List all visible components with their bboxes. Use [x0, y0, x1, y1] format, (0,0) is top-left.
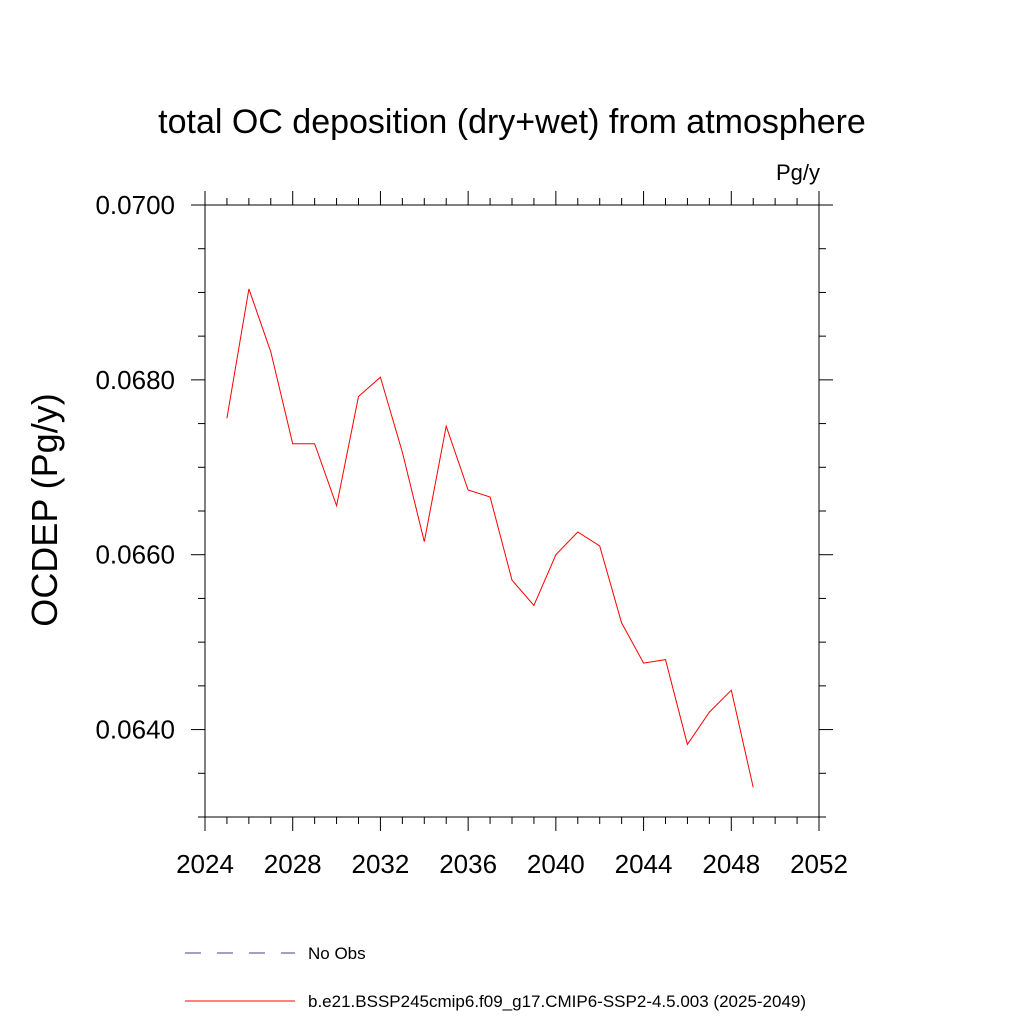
x-tick-label: 2048 — [702, 849, 760, 879]
x-tick-label: 2044 — [615, 849, 673, 879]
x-tick-label: 2052 — [790, 849, 848, 879]
legend: No Obs b.e21.BSSP245cmip6.f09_g17.CMIP6-S… — [185, 944, 806, 1011]
plot-frame — [204, 204, 820, 818]
legend-label: No Obs — [308, 944, 366, 963]
units-label: Pg/y — [776, 160, 820, 185]
axis-ticks — [191, 191, 833, 831]
x-tick-label: 2032 — [352, 849, 410, 879]
y-tick-label: 0.0680 — [95, 365, 175, 395]
y-tick-label: 0.0660 — [95, 540, 175, 570]
y-axis-label: OCDEP (Pg/y) — [24, 393, 65, 626]
series-layer — [226, 288, 754, 788]
axis-tick-labels: 2024 2028 2032 2036 2040 2044 2048 2052 0.0640 0.… — [95, 190, 847, 879]
chart-title: total OC deposition (dry+wet) from atmos… — [158, 103, 866, 141]
x-tick-label: 2036 — [439, 849, 497, 879]
y-tick-label: 0.0640 — [95, 715, 175, 745]
x-tick-label: 2028 — [264, 849, 322, 879]
series-line — [226, 288, 754, 788]
y-tick-label: 0.0700 — [95, 190, 175, 220]
legend-label: b.e21.BSSP245cmip6.f09_g17.CMIP6-SSP2-4.… — [308, 992, 806, 1011]
x-tick-label: 2024 — [176, 849, 234, 879]
x-tick-label: 2040 — [527, 849, 585, 879]
